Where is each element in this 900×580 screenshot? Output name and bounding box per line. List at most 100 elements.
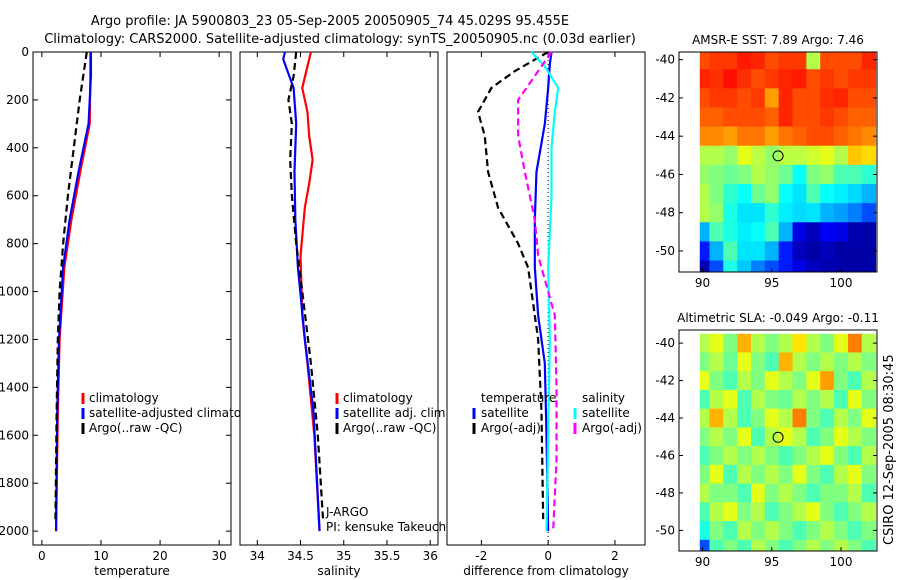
heatmap-cell xyxy=(792,260,807,273)
heatmap-cell xyxy=(709,203,724,223)
heatmap-cell xyxy=(723,260,738,273)
heatmap-cell xyxy=(709,222,724,242)
heatmap-cell xyxy=(778,241,794,262)
heatmap-cell xyxy=(699,408,710,428)
heatmap-cell xyxy=(806,203,821,223)
heatmap-cell xyxy=(764,502,780,522)
heatmap-cell xyxy=(834,203,849,223)
x-tick-label: -2 xyxy=(475,549,487,563)
heatmap-cell xyxy=(778,333,794,353)
x-tick-label: 35.5 xyxy=(374,549,401,563)
heatmap-cell xyxy=(806,446,821,466)
heatmap-cell xyxy=(699,126,710,147)
heatmap-cell xyxy=(820,539,835,552)
heatmap-cell xyxy=(709,333,724,353)
series-line-black xyxy=(54,51,88,520)
heatmap-cell xyxy=(764,52,780,70)
heatmap-cell xyxy=(834,333,849,353)
heatmap-cell xyxy=(699,222,710,242)
heatmap-cell xyxy=(737,126,752,147)
heatmap-cell xyxy=(792,427,807,447)
axes-box xyxy=(446,51,646,546)
heatmap-cell xyxy=(847,241,863,262)
heatmap-cell xyxy=(834,222,849,242)
heatmap-cell xyxy=(834,427,849,447)
x-tick-label: 36 xyxy=(423,549,438,563)
y-tick-label: 2000 xyxy=(0,524,29,538)
y-tick-label: -42 xyxy=(655,91,675,105)
y-tick-label: 1400 xyxy=(0,380,29,394)
heatmap-cell xyxy=(723,145,738,166)
y-tick-label: 1200 xyxy=(0,332,29,346)
heatmap-cell xyxy=(820,222,835,242)
heatmap-cell xyxy=(806,427,821,447)
heatmap-cell xyxy=(699,145,710,166)
heatmap-cell xyxy=(723,371,738,391)
heatmap-cell xyxy=(737,222,752,242)
legend-title: temperature xyxy=(481,391,556,405)
heatmap-cell xyxy=(751,203,766,223)
heatmap-cell xyxy=(751,69,766,89)
legend-label: Argo(..raw -QC) xyxy=(343,421,436,435)
heatmap-cell xyxy=(764,446,780,466)
figure-title-line1: Argo profile: JA 5900803_23 05-Sep-2005 … xyxy=(91,14,569,29)
heatmap-cell xyxy=(847,203,863,223)
argo-location-marker xyxy=(772,431,784,443)
heatmap-cell xyxy=(737,145,752,166)
heatmap-cell xyxy=(834,164,849,185)
heatmap-cell xyxy=(847,69,863,89)
heatmap-cell xyxy=(709,88,724,108)
legend-label: climatology xyxy=(343,391,413,405)
heatmap-cell xyxy=(709,521,724,541)
heatmap-cell xyxy=(764,539,780,552)
heatmap-cell xyxy=(764,521,780,541)
heatmap-cell xyxy=(737,502,752,522)
heatmap-cell xyxy=(820,260,835,273)
heatmap-cell xyxy=(806,260,821,273)
heatmap-cell xyxy=(723,222,738,242)
heatmap-cell xyxy=(723,521,738,541)
heatmap-cell xyxy=(751,464,766,485)
heatmap-cell xyxy=(778,464,794,485)
heatmap-cell xyxy=(834,371,849,391)
heatmap-cell xyxy=(699,389,710,410)
heatmap-cell xyxy=(820,427,835,447)
heatmap-cell xyxy=(709,371,724,391)
heatmap-cell xyxy=(751,164,766,185)
heatmap-cell xyxy=(764,222,780,242)
heatmap-cell xyxy=(723,389,738,410)
heatmap-cell xyxy=(861,427,877,447)
heatmap-cell xyxy=(792,502,807,522)
heatmap-cell xyxy=(861,164,877,185)
heatmap-cell xyxy=(709,260,724,273)
heatmap-cell xyxy=(723,126,738,147)
heatmap-cell xyxy=(764,389,780,410)
heatmap-cell xyxy=(737,408,752,428)
heatmap-cell xyxy=(699,464,710,485)
heatmap-cell xyxy=(723,88,738,108)
plots-group: 0 10 20 30temperature0200400600800100012001… xyxy=(0,33,879,578)
heatmap-cell xyxy=(751,539,766,552)
heatmap-cell xyxy=(764,107,780,128)
legend-label: satellite xyxy=(582,406,630,420)
heatmap-cell xyxy=(792,483,807,503)
heatmap-cell xyxy=(699,427,710,447)
heatmap-cell xyxy=(709,502,724,522)
heatmap-cell xyxy=(834,107,849,128)
heatmap-cell xyxy=(792,241,807,262)
legend-label: satellite xyxy=(481,406,529,420)
heatmap-cell xyxy=(778,389,794,410)
heatmap-cell xyxy=(723,427,738,447)
heatmap-cell xyxy=(709,126,724,147)
x-tick-label: 95 xyxy=(764,555,779,569)
heatmap-cell xyxy=(820,145,835,166)
heatmap-cell xyxy=(751,241,766,262)
heatmap-cell xyxy=(861,184,877,204)
heatmap-cell xyxy=(834,502,849,522)
heatmap-cell xyxy=(737,88,752,108)
heatmap-cell xyxy=(778,352,794,372)
heatmap-cell xyxy=(737,389,752,410)
heatmap-cell xyxy=(820,69,835,89)
heatmap-cell xyxy=(764,241,780,262)
